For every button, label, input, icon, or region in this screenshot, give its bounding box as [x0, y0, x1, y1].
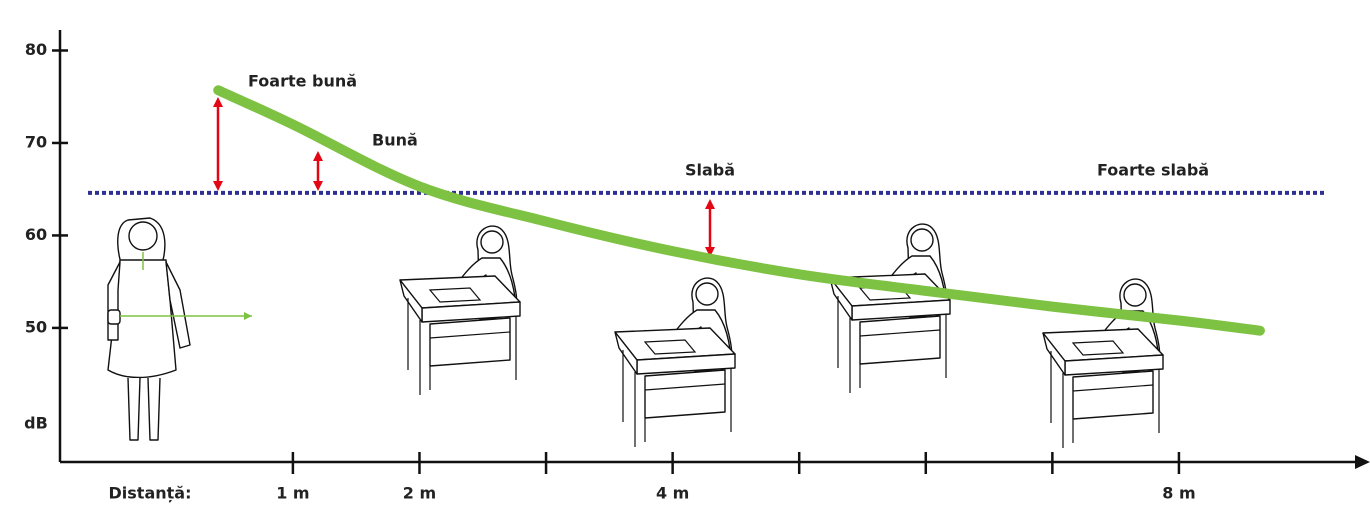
y-tick-label: 70 [25, 132, 47, 151]
x-tick-label: 2 m [403, 484, 436, 503]
x-tick-label: 1 m [276, 484, 309, 503]
x-tick-label: 4 m [656, 484, 689, 503]
annotation: Foarte bună [248, 72, 357, 91]
y-tick-label: 50 [25, 317, 47, 336]
x-axis-arrow [1355, 455, 1370, 469]
annotation: Bună [372, 131, 418, 150]
student-desk [614, 277, 736, 448]
teacher-illustration [107, 217, 252, 441]
student-desk [829, 223, 951, 394]
difference-arrows [213, 97, 715, 257]
x-tick-label: 8 m [1162, 484, 1195, 503]
annotation: Slabă [685, 161, 735, 180]
annotation: Foarte slabă [1097, 161, 1209, 180]
curve [213, 85, 1265, 336]
student-desk [399, 225, 521, 396]
y-axis-label: dB [24, 414, 48, 433]
y-tick-label: 60 [25, 225, 47, 244]
x-axis-label: Distanță: [109, 484, 192, 503]
y-tick-label: 80 [25, 40, 47, 59]
